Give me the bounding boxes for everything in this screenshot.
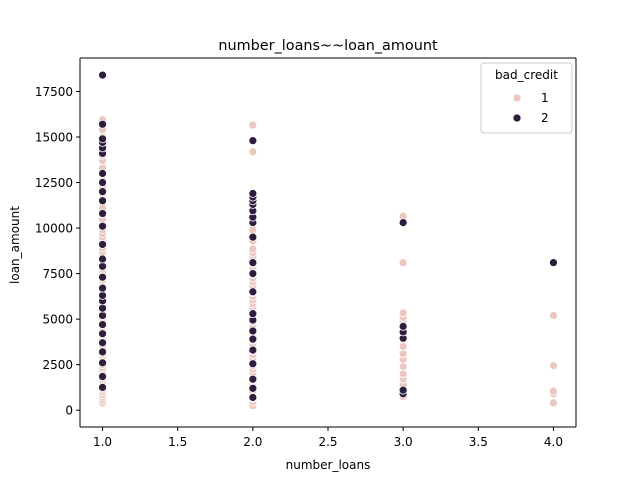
- data-point-series-1: [398, 349, 408, 359]
- data-point-series-2: [98, 240, 107, 249]
- data-point-series-2: [98, 283, 107, 293]
- y-tick-label: 5000: [42, 313, 73, 327]
- data-point-series-2: [98, 338, 107, 348]
- data-point-series-2: [98, 320, 107, 329]
- data-point-series-2: [98, 347, 107, 357]
- legend-frame: [480, 62, 573, 134]
- data-point-series-1: [549, 361, 558, 370]
- data-point-series-2: [98, 196, 107, 206]
- data-point-series-2: [98, 209, 107, 218]
- data-point-series-1: [398, 342, 408, 351]
- data-point-series-2: [248, 232, 258, 242]
- data-point-series-2: [248, 258, 258, 268]
- y-axis-label: loan_amount: [8, 206, 22, 284]
- x-tick-label: 3.0: [394, 435, 413, 449]
- y-tick-label: 0: [65, 404, 73, 418]
- data-point-series-2: [98, 261, 107, 271]
- data-point-series-2: [248, 359, 258, 369]
- y-tick-label: 12500: [35, 176, 73, 190]
- data-point-series-2: [98, 254, 107, 264]
- data-point-series-2: [248, 136, 258, 146]
- data-point-series-1: [549, 386, 558, 396]
- x-tick-label: 3.5: [469, 435, 488, 449]
- data-point-series-1: [549, 398, 558, 408]
- x-tick-label: 2.0: [243, 435, 262, 449]
- x-tick-label: 4.0: [544, 435, 563, 449]
- data-point-series-2: [98, 358, 107, 368]
- data-point-series-1: [398, 258, 408, 268]
- data-point-series-2: [248, 309, 258, 319]
- data-point-series-1: [398, 369, 408, 379]
- axes-layer: 1.0 1.5 2.0 2.5 3.0 3.5 4.0 0 2500 5000 7500 10000 1…: [35, 57, 577, 449]
- data-point-series-2: [98, 119, 107, 129]
- legend-label-series-1: 1: [541, 91, 549, 105]
- y-tick-label: 7500: [42, 267, 73, 281]
- data-point-series-1: [398, 362, 408, 371]
- data-point-series-2: [248, 374, 258, 384]
- data-point-series-1: [248, 147, 258, 156]
- legend-marker-series-2: [512, 113, 522, 123]
- data-point-series-1: [549, 311, 558, 320]
- data-point-series-2: [98, 329, 107, 339]
- data-point-series-2: [98, 303, 107, 313]
- x-tick-label: 1.5: [168, 435, 187, 449]
- data-point-series-1: [248, 244, 258, 254]
- data-point-series-2: [248, 334, 258, 344]
- data-point-series-2: [248, 287, 258, 297]
- data-point-series-2: [248, 345, 258, 355]
- data-point-series-2: [98, 134, 107, 144]
- data-point-series-2: [248, 269, 258, 278]
- y-tick-label: 15000: [35, 130, 73, 144]
- data-point-series-2: [248, 383, 258, 393]
- data-point-series-2: [248, 189, 258, 198]
- data-point-series-2: [98, 291, 107, 300]
- data-point-series-1: [248, 120, 258, 130]
- y-tick-label: 17500: [35, 85, 73, 99]
- x-axis-label: number_loans: [286, 458, 371, 472]
- data-point-series-2: [398, 322, 408, 331]
- y-tick-label: 2500: [42, 358, 73, 372]
- data-point-series-2: [98, 169, 107, 178]
- points-layer: [98, 70, 558, 411]
- y-tick-label: 10000: [35, 222, 73, 236]
- legend-title: bad_credit: [495, 68, 558, 82]
- data-point-series-1: [398, 308, 408, 318]
- data-point-series-2: [98, 383, 107, 392]
- data-point-series-2: [549, 258, 558, 268]
- data-point-series-2: [98, 187, 107, 197]
- legend-marker-series-1: [512, 93, 522, 103]
- data-point-series-2: [248, 326, 258, 336]
- chart-title: number_loans~~loan_amount: [218, 38, 438, 54]
- x-tick-label: 1.0: [93, 435, 112, 449]
- data-point-series-2: [98, 70, 107, 80]
- data-point-series-2: [398, 218, 408, 227]
- legend-label-series-2: 2: [541, 111, 549, 125]
- data-point-series-2: [248, 393, 258, 402]
- data-point-series-2: [98, 311, 107, 320]
- data-point-series-1: [248, 225, 258, 235]
- data-point-series-2: [98, 372, 107, 381]
- data-point-series-2: [98, 272, 107, 282]
- data-point-series-2: [98, 221, 107, 231]
- x-tick-label: 2.5: [318, 435, 337, 449]
- data-point-series-2: [98, 178, 107, 187]
- data-point-series-2: [398, 385, 408, 395]
- legend: bad_credit 1 2: [480, 62, 573, 134]
